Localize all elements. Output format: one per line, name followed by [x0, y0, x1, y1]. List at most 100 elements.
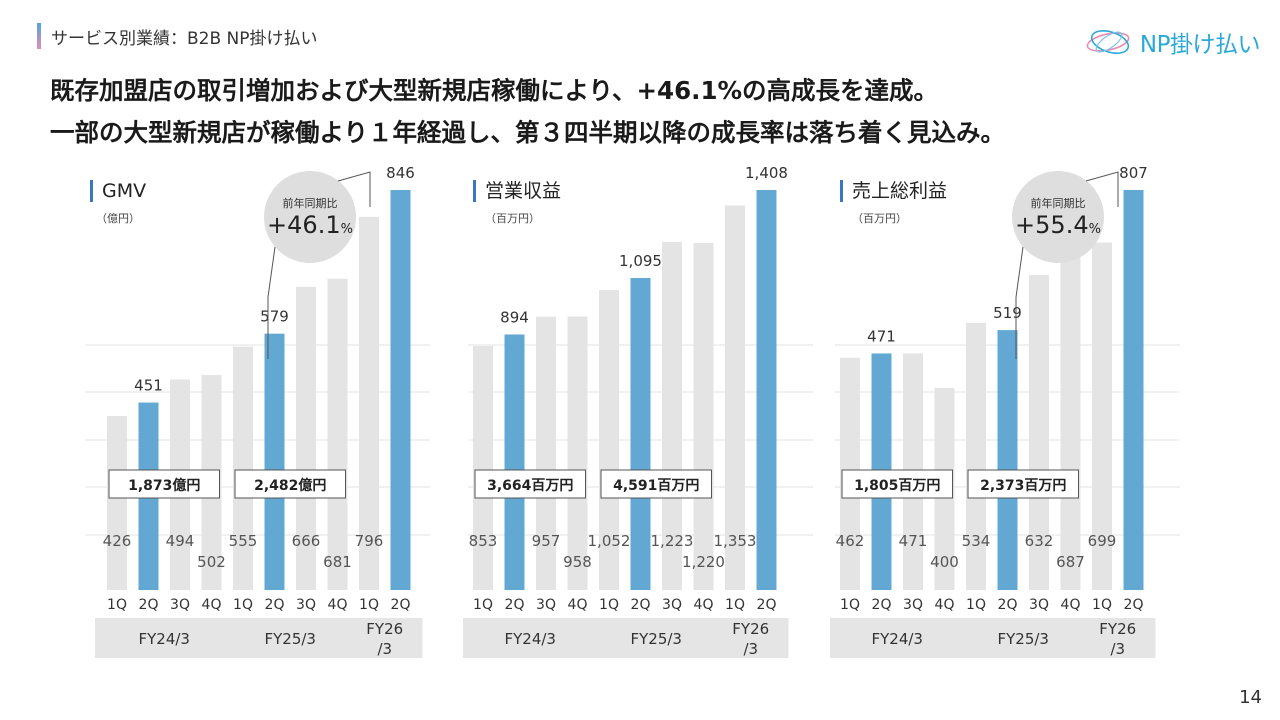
top-value-label: 579: [260, 308, 289, 326]
bar-2q-5: [997, 330, 1018, 590]
quarter-tick-label: 4Q: [1061, 597, 1081, 613]
inner-value-label: 853: [469, 532, 498, 550]
svg-text:FY26: FY26: [1099, 620, 1136, 638]
chart-unit: （億円）: [96, 212, 140, 225]
inner-value-label: 426: [103, 532, 132, 550]
fy-total-box: 2,482億円: [234, 469, 346, 499]
top-value-label: 807: [1119, 164, 1148, 182]
quarter-tick-label: 2Q: [391, 597, 411, 613]
yoy-growth-bubble: 前年同期比+46.1%: [264, 171, 371, 359]
bar-2q-9: [1123, 190, 1144, 590]
quarter-tick-label: 1Q: [1092, 597, 1112, 613]
inner-value-label: 957: [532, 532, 561, 550]
bar-2q-1: [504, 334, 525, 590]
bar-2q-5: [264, 333, 285, 590]
fy-total-text: 3,664百万円: [487, 478, 573, 494]
quarter-tick-label: 4Q: [568, 597, 588, 613]
fy-total-text: 1,805百万円: [854, 478, 940, 494]
svg-text:FY24/3: FY24/3: [139, 630, 190, 648]
svg-text:FY25/3: FY25/3: [631, 630, 682, 648]
top-value-label: 1,408: [745, 164, 788, 182]
bar-1q-8: [359, 216, 379, 590]
headline-line-1: 既存加盟店の取引増加および大型新規店稼働により、+46.1%の高成長を達成。: [50, 76, 939, 105]
inner-value-label: 958: [563, 553, 592, 571]
svg-text:FY24/3: FY24/3: [872, 630, 923, 648]
quarter-tick-label: 2Q: [265, 597, 285, 613]
chart-unit: （百万円）: [852, 212, 907, 225]
fy-total-box: 2,373百万円: [967, 469, 1079, 499]
quarter-tick-label: 3Q: [662, 597, 682, 613]
chart-unit: （百万円）: [485, 212, 540, 225]
fy-total-box: 4,591百万円: [600, 469, 712, 499]
fiscal-year-label: FY26/3: [713, 618, 789, 658]
chart-panel-operating-revenue: 853 957 958 1,052 1,223 1,220 1,353 894 1,095 1,4…: [463, 160, 863, 670]
svg-text:+46.1%: +46.1%: [267, 211, 353, 239]
inner-value-label: 796: [355, 532, 384, 550]
section-title: サービス別業績：B2B NP掛け払い: [51, 29, 318, 49]
np-logo-mark-icon: [1086, 30, 1130, 54]
quarter-tick-label: 2Q: [998, 597, 1018, 613]
inner-value-label: 666: [292, 532, 321, 550]
np-logo: NP掛け払い: [1084, 22, 1261, 62]
fy-total-box: 1,873億円: [108, 469, 220, 499]
top-value-label: 471: [867, 327, 896, 345]
chart-title: GMV: [90, 180, 146, 202]
bar-3q-6: [1029, 275, 1049, 590]
quarter-tick-label: 4Q: [694, 597, 714, 613]
svg-text:FY26: FY26: [732, 620, 769, 638]
quarter-tick-label: 1Q: [725, 597, 745, 613]
fiscal-year-label: FY24/3: [463, 618, 600, 658]
fy-total-text: 4,591百万円: [613, 478, 699, 494]
svg-text:/3: /3: [743, 640, 758, 658]
fy-total-text: 2,373百万円: [980, 478, 1066, 494]
bar-4q-7: [1060, 248, 1081, 590]
bar-3q-6: [296, 286, 316, 590]
fiscal-year-label: FY26/3: [347, 618, 423, 658]
bar-4q-3: [567, 316, 588, 590]
top-value-label: 1,095: [619, 252, 662, 270]
quarter-tick-label: 2Q: [872, 597, 892, 613]
svg-text:FY26: FY26: [366, 620, 403, 638]
inner-value-label: 1,220: [682, 553, 725, 571]
top-value-label: 519: [993, 304, 1022, 322]
bar-3q-6: [662, 242, 682, 590]
quarter-tick-label: 2Q: [757, 597, 777, 613]
np-logo-text: NP掛け払い: [1139, 32, 1261, 58]
svg-text:FY25/3: FY25/3: [265, 630, 316, 648]
inner-value-label: 1,223: [651, 532, 694, 550]
inner-value-label: 494: [166, 532, 195, 550]
quarter-tick-label: 4Q: [328, 597, 348, 613]
quarter-tick-label: 2Q: [1124, 597, 1144, 613]
inner-value-label: 687: [1056, 553, 1085, 571]
top-value-label: 846: [386, 164, 415, 182]
inner-value-label: 632: [1025, 532, 1054, 550]
bar-1q-8: [1092, 242, 1112, 591]
fy-total-box: 1,805百万円: [841, 469, 953, 499]
quarter-tick-label: 1Q: [359, 597, 379, 613]
svg-text:/3: /3: [1110, 640, 1125, 658]
chart-panel-gross-profit: 462 471 400 534 632 687 699 471 519 807 1,805百万円 2,…: [830, 160, 1230, 670]
inner-value-label: 471: [899, 532, 928, 550]
inner-value-label: 681: [323, 553, 352, 571]
fiscal-year-label: FY25/3: [587, 618, 726, 658]
section-accent-bar: [37, 23, 41, 49]
inner-value-label: 502: [197, 553, 226, 571]
quarter-tick-label: 2Q: [139, 597, 159, 613]
quarter-tick-label: 3Q: [903, 597, 923, 613]
fy-total-box: 3,664百万円: [474, 469, 586, 499]
quarter-tick-label: 4Q: [202, 597, 222, 613]
quarter-tick-label: 3Q: [536, 597, 556, 613]
quarter-tick-label: 4Q: [935, 597, 955, 613]
fiscal-year-label: FY25/3: [221, 618, 360, 658]
quarter-tick-label: 1Q: [599, 597, 619, 613]
chart-panel-gmv: 426 494 502 555 666 681 796 451 579 846 1,873億円 2,4…: [80, 160, 480, 670]
bar-1q-4: [966, 322, 986, 590]
top-value-label: 894: [500, 308, 529, 326]
chart-title: 営業収益: [473, 180, 561, 202]
inner-value-label: 1,353: [714, 532, 757, 550]
bar-4q-7: [693, 242, 714, 590]
inner-value-label: 699: [1088, 532, 1117, 550]
quarter-tick-label: 1Q: [107, 597, 127, 613]
